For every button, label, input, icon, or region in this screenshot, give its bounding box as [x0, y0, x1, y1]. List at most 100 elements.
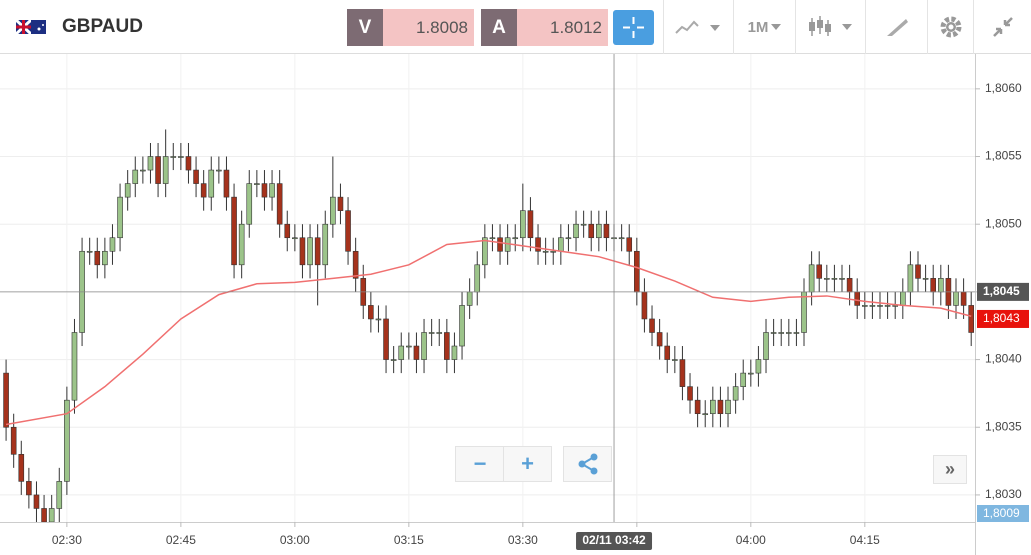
- candle-body: [938, 278, 944, 293]
- candle-body: [535, 237, 541, 252]
- candle-body: [3, 372, 9, 428]
- candle-body: [603, 223, 610, 239]
- candle-body: [656, 332, 663, 347]
- candle-body: [664, 345, 671, 360]
- y-tick-label: 1,8030: [985, 487, 1022, 501]
- symbol: GBPAUD: [62, 16, 143, 37]
- indicators-menu[interactable]: [663, 0, 734, 54]
- x-tick-label: 04:00: [736, 533, 766, 547]
- candle-body: [482, 237, 488, 266]
- candle-body: [261, 183, 268, 198]
- candle-body: [383, 318, 389, 360]
- candle-body: [10, 426, 17, 455]
- candle-body: [558, 237, 564, 252]
- zoom-out[interactable]: −: [455, 446, 505, 482]
- candle-body: [223, 169, 230, 198]
- candle-body: [254, 183, 260, 185]
- candle-body: [854, 291, 861, 306]
- candle-body: [216, 169, 222, 172]
- candle-body: [748, 372, 754, 375]
- candle-body: [238, 223, 245, 266]
- candle-body: [702, 413, 709, 416]
- candle-body: [436, 332, 443, 334]
- candle-body: [618, 237, 625, 240]
- crosshair-time-box: [576, 532, 653, 550]
- buy-button[interactable]: A 1.8012: [481, 9, 608, 46]
- sell-button[interactable]: V 1.8008: [347, 9, 474, 46]
- x-tick-label: 03:00: [280, 533, 310, 547]
- candle-body: [337, 196, 344, 211]
- y-tick-label: 1,8055: [985, 149, 1022, 163]
- candle-body: [922, 278, 929, 280]
- candle-body: [778, 332, 785, 334]
- candle-body: [322, 223, 329, 266]
- candle-body: [124, 183, 131, 198]
- candle-body: [497, 237, 503, 252]
- candle-body: [428, 332, 435, 334]
- candle-body: [56, 481, 63, 509]
- candle-body: [109, 237, 116, 252]
- share[interactable]: [563, 446, 612, 482]
- candle-body: [208, 169, 215, 198]
- candle-body: [292, 237, 298, 240]
- sell-price: 1.8008: [383, 9, 474, 46]
- candle-body: [634, 250, 640, 293]
- candle-body: [824, 278, 830, 280]
- timeframe: 1M: [747, 18, 769, 36]
- candle-body: [474, 264, 481, 293]
- candle-body: [770, 332, 777, 334]
- flag-icon: [16, 20, 46, 34]
- y-tick-label: 1,8035: [985, 419, 1022, 433]
- candle-body: [565, 237, 572, 240]
- candle-body: [345, 210, 351, 252]
- candle-body: [725, 399, 731, 415]
- chart-type-menu[interactable]: [795, 0, 866, 54]
- candle-body: [816, 264, 823, 279]
- candle-body: [930, 278, 937, 293]
- candle-body: [960, 291, 967, 306]
- candle-body: [907, 264, 914, 293]
- crosshair-toggle[interactable]: [613, 10, 654, 45]
- x-tick-label: 03:30: [508, 533, 538, 547]
- buy-price: 1.8012: [517, 9, 608, 46]
- timeframe-menu[interactable]: 1M: [733, 0, 796, 54]
- candle-body: [839, 278, 845, 280]
- draw-tool[interactable]: [865, 0, 928, 54]
- candle-body: [48, 508, 55, 522]
- candle-body: [520, 210, 526, 239]
- candle-body: [710, 399, 716, 415]
- candle-body: [732, 386, 739, 401]
- candle-body: [846, 278, 853, 293]
- candle-body: [307, 237, 313, 266]
- scroll-to-end[interactable]: »: [933, 455, 967, 484]
- candle-body: [808, 264, 815, 293]
- crosshair-price-box: [977, 282, 1029, 301]
- candle-body: [573, 223, 579, 239]
- candle-body: [185, 156, 192, 171]
- candle-body: [26, 481, 32, 496]
- candle-body: [740, 372, 747, 387]
- crosshair-time-label: 02/11 03:42: [582, 533, 646, 547]
- moving-average: [5, 239, 972, 426]
- zoom-in[interactable]: +: [503, 446, 552, 482]
- crosshair-price-label: 1,8045: [983, 284, 1020, 298]
- candle-body: [884, 305, 891, 307]
- last-price-label: 1,8043: [983, 311, 1020, 325]
- candle-body: [178, 156, 184, 158]
- candle-body: [831, 278, 838, 280]
- candle-body: [588, 223, 595, 239]
- candle-body: [193, 169, 199, 184]
- x-tick-label: 04:15: [850, 533, 880, 547]
- candle-body: [375, 318, 382, 321]
- candle-body: [284, 223, 291, 239]
- candle-body: [246, 183, 253, 225]
- x-tick-label: 03:15: [394, 533, 424, 547]
- candle-body: [330, 196, 336, 225]
- candle-body: [147, 156, 154, 171]
- settings[interactable]: [927, 0, 974, 54]
- y-tick-label: 1,8040: [985, 352, 1022, 366]
- collapse[interactable]: [973, 0, 1031, 54]
- candle-body: [155, 156, 161, 184]
- candle-body: [368, 305, 374, 320]
- candle-body: [892, 305, 899, 307]
